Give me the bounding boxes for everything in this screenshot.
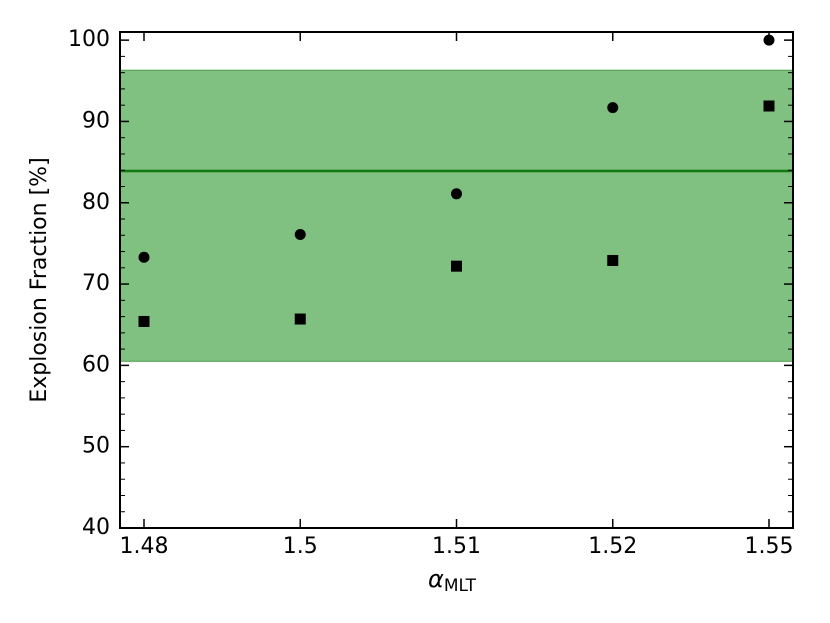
y-tick-label: 50: [82, 434, 110, 459]
square-point: [294, 313, 306, 325]
square-point: [451, 260, 462, 272]
x-axis-label: αMLT: [428, 565, 477, 596]
x-tick-label: 1.52: [588, 534, 637, 559]
x-label-symbol: α: [428, 565, 444, 593]
x-tick-label: 1.51: [432, 534, 481, 559]
square-point: [138, 315, 150, 327]
plot-frame: [119, 31, 794, 529]
circle-point: [138, 251, 150, 263]
circle-point: [294, 228, 306, 240]
square-point: [607, 254, 619, 266]
y-tick-label: 100: [68, 27, 110, 52]
x-label-subscript: MLT: [444, 576, 477, 596]
band: [119, 69, 794, 362]
x-tick-label: 1.5: [283, 534, 318, 559]
x-tick-label: 1.55: [745, 534, 794, 559]
y-tick-label: 70: [82, 271, 110, 296]
y-axis-label: Explosion Fraction [%]: [27, 157, 52, 402]
square-point: [763, 100, 775, 112]
y-tick-label: 90: [82, 108, 110, 133]
circle-point: [763, 34, 775, 46]
x-tick-label: 1.48: [120, 534, 169, 559]
y-tick-label: 60: [82, 352, 110, 377]
circle-point: [451, 188, 462, 200]
circle-point: [607, 102, 619, 114]
y-tick-label: 40: [82, 515, 110, 540]
y-tick-label: 80: [82, 190, 110, 215]
